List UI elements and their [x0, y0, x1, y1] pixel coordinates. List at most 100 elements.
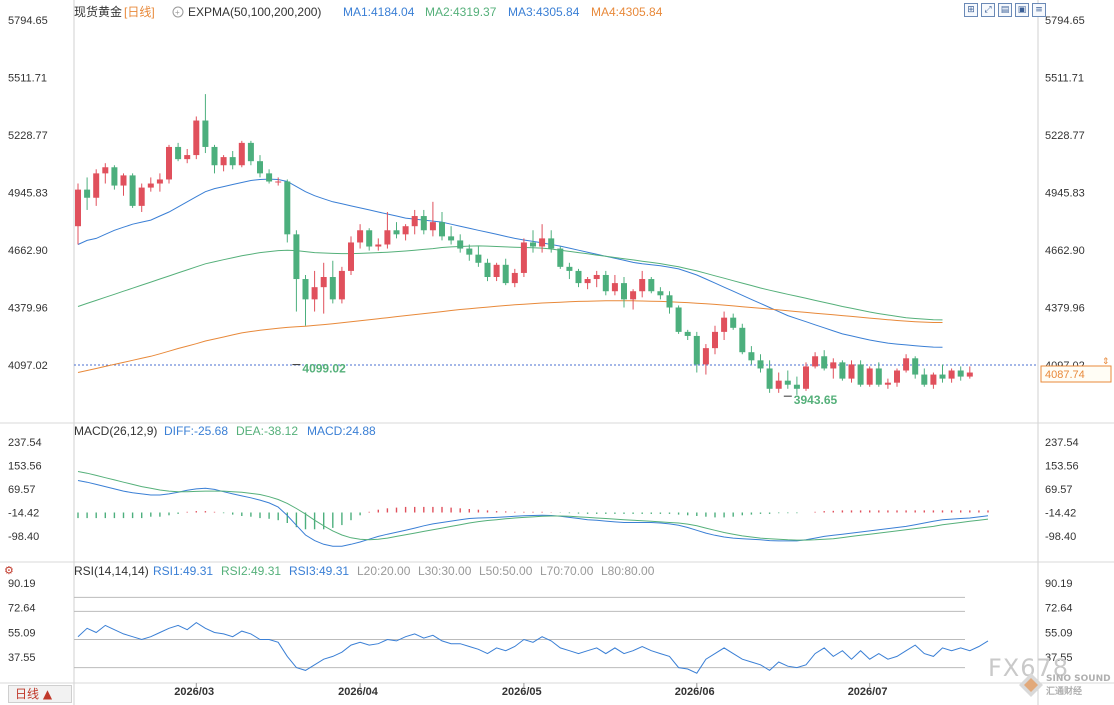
candle-body — [511, 272, 518, 284]
candle-body — [293, 234, 300, 280]
settings-icon[interactable] — [172, 6, 184, 18]
candle-body — [866, 368, 873, 385]
price-ytick-left: 4379.96 — [8, 302, 48, 314]
candle-body — [402, 226, 409, 235]
candle-body — [775, 380, 782, 389]
candle-body — [712, 331, 718, 349]
macd-ytick-left: 153.56 — [8, 460, 42, 472]
rsi-line — [77, 621, 989, 674]
ma-line-1 — [77, 178, 943, 348]
candle-body — [375, 244, 382, 247]
candle-body — [475, 254, 482, 263]
candle-body — [275, 181, 282, 183]
candle-body — [548, 238, 555, 249]
annotation-label: 4099.02 — [302, 362, 346, 376]
macd-name: MACD(26,12,9) — [74, 424, 157, 438]
price-ytick-right: 5228.77 — [1045, 130, 1085, 142]
rsi-name: RSI(14,14,14) — [74, 564, 149, 578]
candle-body — [448, 236, 455, 241]
candle-body — [229, 157, 236, 166]
candle-body — [420, 216, 427, 231]
candle-body — [675, 307, 682, 332]
indicator-name: EXPMA(50,100,200,200) — [188, 5, 321, 19]
ma2-label: MA2:4319.37 — [425, 5, 497, 19]
rsi-gear-icon[interactable]: ⚙ — [4, 565, 14, 577]
candle-body — [957, 370, 964, 377]
rsi-ytick-right: 90.19 — [1045, 578, 1073, 590]
candle-body — [584, 279, 591, 284]
candle-body — [611, 283, 618, 292]
period-label: 日线 — [15, 687, 40, 701]
expand-icon[interactable]: ⤢ — [981, 3, 995, 17]
fullscreen-icon[interactable]: ▣ — [1015, 3, 1029, 17]
macd-ytick-right: -98.40 — [1045, 531, 1076, 543]
period-selector[interactable]: 日线 ▲ — [8, 685, 72, 703]
candle-body — [721, 317, 728, 332]
period-tag[interactable]: [日线] — [124, 5, 155, 19]
candle-body — [220, 157, 227, 166]
candle-body — [666, 295, 673, 308]
rsi-ytick-right: 72.64 — [1045, 603, 1073, 615]
rsi-ytick-left: 55.09 — [8, 627, 36, 639]
candle-body — [702, 348, 709, 365]
macd-value: MACD:24.88 — [307, 424, 376, 438]
candle-body — [357, 230, 364, 243]
macd-ytick-right: 153.56 — [1045, 460, 1079, 472]
candle-body — [812, 356, 819, 367]
candle-body — [247, 142, 254, 162]
rsi-l20: L20:20.00 — [357, 564, 411, 578]
candle-body — [684, 331, 691, 336]
symbol-name: 现货黄金 — [74, 4, 122, 19]
candle-body — [393, 230, 400, 235]
candle-body — [530, 242, 536, 247]
candle-body — [648, 279, 655, 292]
candle-body — [311, 287, 318, 300]
price-ytick-left: 4662.90 — [8, 245, 48, 257]
candle-body — [757, 360, 764, 369]
macd-ytick-left: -14.42 — [8, 508, 39, 520]
watermark-logo — [1019, 673, 1043, 697]
candle-body — [439, 222, 445, 237]
candle-body — [493, 264, 500, 278]
candle-body — [384, 230, 391, 245]
zoom-icon[interactable]: ⊞ — [964, 3, 978, 17]
rsi3-label: RSI3:49.31 — [289, 564, 349, 578]
candle-body — [639, 279, 646, 292]
candle-body — [557, 248, 564, 267]
price-ytick-right: 5794.65 — [1045, 15, 1085, 27]
ma-line-3 — [77, 300, 943, 373]
price-ytick-left: 5511.71 — [8, 73, 47, 85]
chart-toolbar: ⊞ ⤢ ▤ ▣ ≡ — [964, 3, 1046, 17]
candle-body — [730, 317, 737, 328]
candle-body — [484, 262, 491, 278]
layout-icon[interactable]: ▤ — [998, 3, 1012, 17]
candle-body — [848, 364, 855, 379]
candle-body — [784, 380, 791, 385]
candle-body — [948, 370, 955, 379]
candle-body — [238, 142, 245, 166]
candle-body — [338, 270, 345, 300]
candle-body — [411, 216, 418, 227]
ma3-label: MA3:4305.84 — [508, 5, 580, 19]
candle-body — [739, 327, 746, 353]
candle-body — [912, 358, 919, 375]
candle-body — [830, 362, 837, 369]
candle-body — [839, 362, 846, 379]
candle-body — [875, 368, 882, 385]
price-ytick-right: 4945.83 — [1045, 188, 1085, 200]
candle-body — [939, 374, 946, 379]
candle-body — [593, 274, 600, 280]
xtick-label: 2026/04 — [338, 686, 379, 698]
menu-icon[interactable]: ≡ — [1032, 3, 1046, 17]
price-ytick-left: 5794.65 — [8, 15, 48, 27]
price-ytick-left: 4945.83 — [8, 188, 48, 200]
candle-body — [211, 146, 218, 166]
macd-ytick-right: -14.42 — [1045, 508, 1076, 520]
candle-body — [84, 189, 91, 198]
rsi-l30: L30:30.00 — [418, 564, 472, 578]
candle-body — [320, 277, 327, 288]
candle-body — [821, 356, 828, 369]
current-price-box — [1040, 365, 1112, 383]
candle-body — [147, 183, 154, 188]
